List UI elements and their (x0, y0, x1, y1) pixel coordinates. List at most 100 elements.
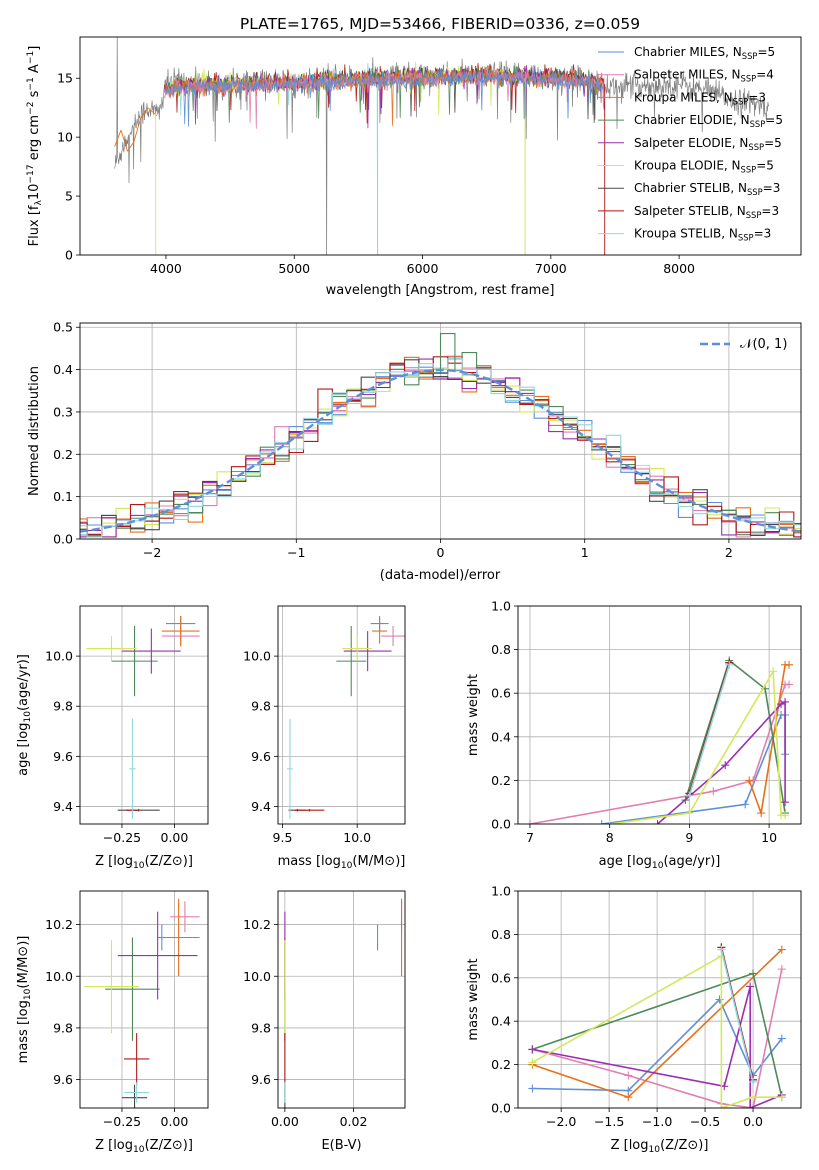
y-tick-label: 0.5 (53, 320, 73, 335)
errorbar-point (124, 1033, 150, 1085)
plot-area (525, 656, 794, 824)
x-tick-label: 4000 (150, 261, 182, 276)
y-tick-label: 15 (57, 71, 73, 86)
legend-label: Kroupa ELODIE, NSSP=5 (634, 159, 774, 175)
weight-marker (777, 1034, 786, 1043)
weight-series-5 (605, 667, 790, 824)
y-tick-label: 1.0 (491, 884, 511, 899)
weight-marker (528, 1045, 537, 1054)
y-tick-label: 9.6 (251, 1072, 271, 1087)
y-axis-label: mass [log10(M/M⊙)] (16, 936, 33, 1064)
weight-marker (749, 969, 758, 978)
y-axis-label: age [log10(age/yr)] (16, 654, 33, 776)
weight-series-4 (653, 697, 790, 824)
weight-marker (781, 697, 790, 706)
plot-area (86, 616, 200, 819)
errorbar-point (372, 618, 388, 644)
model-line-5 (164, 61, 526, 255)
weight-marker (781, 811, 790, 820)
weight-line (529, 683, 789, 824)
x-tick-label: 8 (606, 830, 614, 845)
model-blue-end (127, 141, 135, 152)
chart-mass_vs_EBV: 0.00 0.02 9.6 9.8 10.0 10.2 E(B-V) (243, 890, 406, 1153)
y-tick-label: 0.3 (53, 404, 73, 419)
plot-area (286, 616, 405, 819)
legend: Chabrier MILES, NSSP=5 Salpeter MILES, NS… (598, 45, 783, 243)
y-tick-label: 5 (65, 189, 73, 204)
y-tick-label: 9.8 (251, 1020, 271, 1035)
weight-marker (777, 1093, 786, 1102)
chart-mass_vs_Z: −0.25 0.00 9.6 9.8 10.0 10.2 Z [log10(Z/Z⊙)] ma… (16, 890, 209, 1155)
y-tick-label: 0.4 (53, 362, 73, 377)
legend-label: Kroupa STELIB, NSSP=3 (634, 227, 771, 243)
errorbar-point (117, 911, 198, 1000)
legend-label: Salpeter ELODIE, NSSP=5 (634, 136, 782, 152)
x-tick-label: 5000 (278, 261, 310, 276)
weight-marker (769, 667, 778, 676)
y-tick-label: 0.2 (53, 447, 73, 462)
axes-frame (517, 890, 802, 1109)
weight-line (720, 949, 754, 1083)
axes-frame (79, 890, 209, 1109)
x-tick-label: −0.25 (103, 830, 141, 845)
y-tick-label: 0.0 (491, 817, 511, 832)
y-tick-label: 0.2 (491, 1057, 511, 1072)
y-axis-label: Flux [fλ10−17 erg cm−2 s−1 A−1] (26, 46, 44, 247)
x-axis-label: mass [log10(M/M⊙)] (278, 854, 406, 871)
y-tick-label: 10.0 (45, 969, 73, 984)
errorbar-point (121, 628, 181, 674)
weight-line (688, 664, 731, 796)
errorbar-point (84, 940, 139, 1034)
x-tick-label: 6000 (407, 261, 439, 276)
chart-massweight_vs_age: 7 8 9 10 0.0 0.2 0.4 0.6 0.8 1.0 age [log10(age/yr… (466, 599, 802, 871)
x-tick-label: 0 (437, 545, 445, 560)
x-tick-label: 7 (526, 830, 534, 845)
weight-marker (785, 660, 794, 669)
y-tick-label: 0.6 (491, 970, 511, 985)
x-tick-label: 9.5 (273, 830, 293, 845)
x-tick-label: 7000 (535, 261, 567, 276)
axes-frame (79, 36, 802, 256)
y-tick-label: 0 (65, 248, 73, 263)
weight-marker (605, 820, 614, 824)
normal-curve (80, 368, 801, 533)
x-tick-label: 10.0 (343, 830, 371, 845)
weight-line (532, 954, 782, 1108)
axes-frame (277, 605, 406, 825)
y-tick-label: 0.8 (491, 927, 511, 942)
y-axis-label: mass weight (466, 674, 481, 756)
plot-area (80, 333, 801, 538)
x-tick-label: −2.0 (546, 1114, 576, 1129)
weight-marker (781, 798, 790, 807)
y-tick-label: 0.0 (491, 1101, 511, 1116)
y-tick-label: 10.2 (45, 917, 73, 932)
errorbar-point (121, 1084, 148, 1108)
y-tick-label: 0.8 (491, 642, 511, 657)
histogram-1 (80, 355, 801, 538)
y-tick-label: 10.0 (243, 649, 271, 664)
weight-series-1 (525, 680, 794, 824)
legend-label: Salpeter MILES, NSSP=4 (634, 68, 774, 84)
errorbar-point (86, 636, 137, 662)
x-axis-label: Z [log10(Z/Z⊙)] (95, 854, 193, 871)
y-tick-label: 0.6 (491, 686, 511, 701)
weight-marker (741, 800, 750, 809)
x-axis-label: Z [log10(Z/Z⊙)] (611, 1138, 709, 1155)
x-tick-label: 9 (685, 830, 693, 845)
errorbar-point (170, 901, 200, 933)
weight-marker (717, 1104, 726, 1108)
x-tick-label: 0.00 (161, 830, 189, 845)
plot-area (284, 898, 403, 1108)
y-tick-label: 10.0 (243, 969, 271, 984)
weight-line (684, 659, 786, 814)
y-axis-label: mass weight (466, 958, 481, 1040)
errorbar-point (124, 1082, 150, 1103)
y-tick-label: 9.8 (53, 699, 73, 714)
x-tick-label: −1.0 (642, 1114, 672, 1129)
x-tick-label: 2 (725, 545, 733, 560)
weight-marker (528, 1084, 537, 1093)
x-axis-label: wavelength [Angstrom, rest frame] (326, 283, 555, 298)
weight-series-8 (685, 660, 734, 800)
weight-marker (709, 787, 718, 796)
